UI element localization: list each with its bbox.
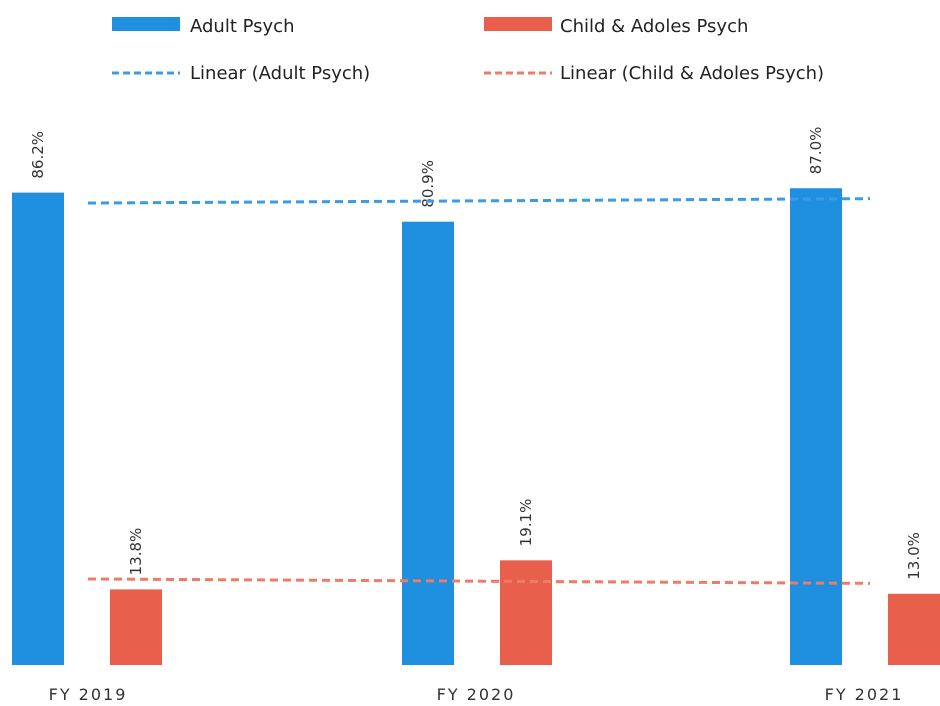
bar-child-2	[500, 560, 552, 665]
legend-label-adult-trend: Linear (Adult Psych)	[190, 63, 370, 84]
plot-area: 86.2% 80.9% 87.0% 13.8% 19.1% 13.0% FY 2019 FY …	[12, 127, 940, 704]
bar-child-3	[888, 593, 940, 665]
data-label-child-1: 13.8%	[127, 528, 145, 576]
data-label-adult-3: 87.0%	[807, 127, 825, 175]
bar-child-1	[110, 589, 162, 665]
legend-swatch-child	[484, 17, 552, 31]
legend-label-child: Child & Adoles Psych	[560, 16, 748, 37]
x-tick-label-2: FY 2020	[437, 685, 516, 704]
bar-adult-2	[402, 221, 454, 665]
legend-item-child: Child & Adoles Psych	[484, 16, 748, 37]
x-tick-label-3: FY 2021	[825, 685, 904, 704]
legend: Adult Psych Child & Adoles Psych Linear …	[112, 16, 824, 84]
legend-label-child-trend: Linear (Child & Adoles Psych)	[560, 63, 824, 84]
legend-item-adult: Adult Psych	[112, 16, 294, 37]
legend-swatch-adult	[112, 17, 180, 31]
data-label-adult-2: 80.9%	[419, 160, 437, 208]
legend-label-adult: Adult Psych	[190, 16, 294, 37]
data-label-adult-1: 86.2%	[29, 131, 47, 179]
legend-item-child-trend: Linear (Child & Adoles Psych)	[484, 63, 824, 84]
data-label-child-3: 13.0%	[905, 532, 923, 580]
legend-item-adult-trend: Linear (Adult Psych)	[112, 63, 370, 84]
data-label-child-2: 19.1%	[517, 499, 535, 547]
trendline-child	[87, 577, 871, 585]
x-tick-label-1: FY 2019	[49, 685, 128, 704]
bar-adult-3	[790, 188, 842, 666]
trendline-adult	[87, 197, 871, 205]
bar-adult-1	[12, 192, 64, 665]
